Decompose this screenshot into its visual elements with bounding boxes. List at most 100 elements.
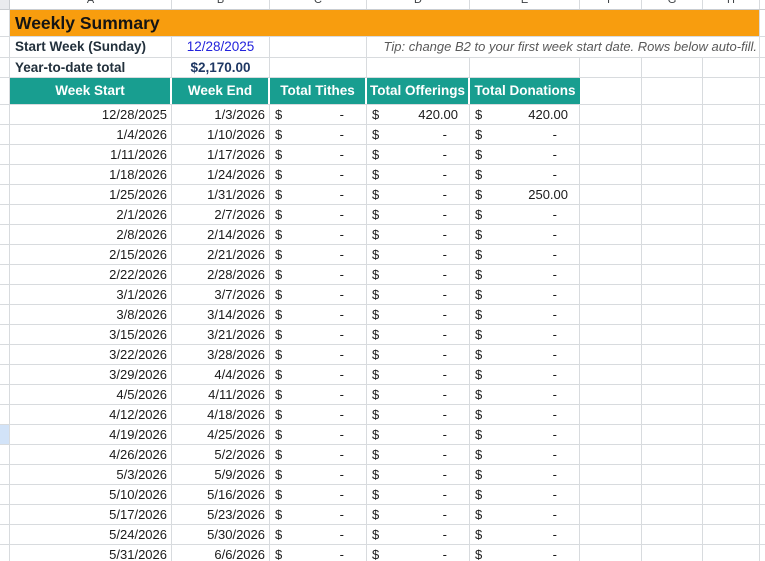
empty-cell[interactable]: [580, 78, 642, 104]
page-title[interactable]: Weekly Summary: [10, 10, 760, 36]
empty-cell[interactable]: [580, 265, 642, 284]
empty-cell[interactable]: [580, 145, 642, 164]
cell-total-tithes[interactable]: $ -: [270, 505, 367, 524]
empty-cell[interactable]: [703, 58, 760, 77]
row-gutter[interactable]: [0, 10, 10, 36]
empty-cell[interactable]: [580, 125, 642, 144]
column-header-b[interactable]: B: [172, 0, 270, 9]
empty-cell[interactable]: [580, 205, 642, 224]
empty-cell[interactable]: [703, 365, 760, 384]
cell-total-offerings[interactable]: $ -: [367, 385, 470, 404]
empty-cell[interactable]: [580, 305, 642, 324]
row-gutter[interactable]: [0, 345, 10, 364]
cell-week-start[interactable]: 2/1/2026: [10, 205, 172, 224]
empty-cell[interactable]: [703, 185, 760, 204]
cell-total-offerings[interactable]: $ -: [367, 505, 470, 524]
cell-week-end[interactable]: 2/28/2026: [172, 265, 270, 284]
cell-total-tithes[interactable]: $ -: [270, 365, 367, 384]
cell-week-end[interactable]: 4/25/2026: [172, 425, 270, 444]
cell-total-tithes[interactable]: $ -: [270, 425, 367, 444]
cell-total-tithes[interactable]: $ -: [270, 545, 367, 561]
empty-cell[interactable]: [703, 405, 760, 424]
cell-total-tithes[interactable]: $ -: [270, 285, 367, 304]
empty-cell[interactable]: [642, 485, 703, 504]
cell-week-start[interactable]: 2/22/2026: [10, 265, 172, 284]
empty-cell[interactable]: [642, 525, 703, 544]
empty-cell[interactable]: [580, 58, 642, 77]
cell-total-donations[interactable]: $ -: [470, 345, 580, 364]
empty-cell[interactable]: [703, 105, 760, 124]
row-gutter[interactable]: [0, 185, 10, 204]
cell-total-offerings[interactable]: $ -: [367, 225, 470, 244]
cell-total-tithes[interactable]: $ -: [270, 445, 367, 464]
cell-week-start[interactable]: 4/19/2026: [10, 425, 172, 444]
cell-total-tithes[interactable]: $ -: [270, 225, 367, 244]
empty-cell[interactable]: [703, 345, 760, 364]
cell-total-tithes[interactable]: $ -: [270, 125, 367, 144]
cell-total-offerings[interactable]: $ -: [367, 405, 470, 424]
cell-total-donations[interactable]: $ -: [470, 365, 580, 384]
tip-text[interactable]: Tip: change B2 to your first week start …: [367, 37, 760, 57]
empty-cell[interactable]: [703, 485, 760, 504]
cell-total-offerings[interactable]: $ -: [367, 485, 470, 504]
cell-week-start[interactable]: 2/15/2026: [10, 245, 172, 264]
row-gutter[interactable]: [0, 165, 10, 184]
row-gutter[interactable]: [0, 465, 10, 484]
cell-total-offerings[interactable]: $ -: [367, 445, 470, 464]
cell-total-tithes[interactable]: $ -: [270, 405, 367, 424]
empty-cell[interactable]: [580, 165, 642, 184]
cell-total-offerings[interactable]: $ -: [367, 465, 470, 484]
empty-cell[interactable]: [580, 245, 642, 264]
cell-week-start[interactable]: 12/28/2025: [10, 105, 172, 124]
empty-cell[interactable]: [703, 385, 760, 404]
row-gutter[interactable]: [0, 385, 10, 404]
cell-week-start[interactable]: 3/1/2026: [10, 285, 172, 304]
empty-cell[interactable]: [580, 225, 642, 244]
header-total-tithes[interactable]: Total Tithes: [270, 78, 367, 104]
cell-total-donations[interactable]: $ -: [470, 165, 580, 184]
header-week-end[interactable]: Week End: [172, 78, 270, 104]
cell-total-tithes[interactable]: $ -: [270, 345, 367, 364]
empty-cell[interactable]: [580, 545, 642, 561]
cell-total-donations[interactable]: $ -: [470, 485, 580, 504]
empty-cell[interactable]: [642, 205, 703, 224]
cell-total-donations[interactable]: $ -: [470, 505, 580, 524]
cell-total-tithes[interactable]: $ -: [270, 105, 367, 124]
cell-total-tithes[interactable]: $ -: [270, 165, 367, 184]
empty-cell[interactable]: [642, 325, 703, 344]
cell-total-offerings[interactable]: $ -: [367, 165, 470, 184]
cell-total-tithes[interactable]: $ -: [270, 185, 367, 204]
cell-week-start[interactable]: 5/3/2026: [10, 465, 172, 484]
cell-week-end[interactable]: 2/21/2026: [172, 245, 270, 264]
row-gutter[interactable]: [0, 505, 10, 524]
row-gutter[interactable]: [0, 205, 10, 224]
cell-week-end[interactable]: 5/16/2026: [172, 485, 270, 504]
cell-week-start[interactable]: 5/17/2026: [10, 505, 172, 524]
row-gutter[interactable]: [0, 525, 10, 544]
empty-cell[interactable]: [703, 505, 760, 524]
cell-total-donations[interactable]: $ -: [470, 265, 580, 284]
row-gutter[interactable]: [0, 365, 10, 384]
cell-week-start[interactable]: 1/11/2026: [10, 145, 172, 164]
empty-cell[interactable]: [642, 505, 703, 524]
row-gutter[interactable]: [0, 37, 10, 57]
cell-total-donations[interactable]: $250.00: [470, 185, 580, 204]
cell-week-start[interactable]: 1/18/2026: [10, 165, 172, 184]
empty-cell[interactable]: [642, 185, 703, 204]
cell-total-tithes[interactable]: $ -: [270, 265, 367, 284]
empty-cell[interactable]: [703, 78, 760, 104]
empty-cell[interactable]: [642, 58, 703, 77]
row-gutter[interactable]: [0, 405, 10, 424]
cell-total-tithes[interactable]: $ -: [270, 465, 367, 484]
empty-cell[interactable]: [703, 425, 760, 444]
empty-cell[interactable]: [703, 545, 760, 561]
row-gutter[interactable]: [0, 58, 10, 77]
cell-week-end[interactable]: 6/6/2026: [172, 545, 270, 561]
empty-cell[interactable]: [642, 78, 703, 104]
cell-total-offerings[interactable]: $ -: [367, 245, 470, 264]
cell-total-donations[interactable]: $ -: [470, 145, 580, 164]
row-gutter[interactable]: [0, 225, 10, 244]
cell-week-start[interactable]: 4/5/2026: [10, 385, 172, 404]
cell-total-donations[interactable]: $ -: [470, 545, 580, 561]
empty-cell[interactable]: [580, 345, 642, 364]
